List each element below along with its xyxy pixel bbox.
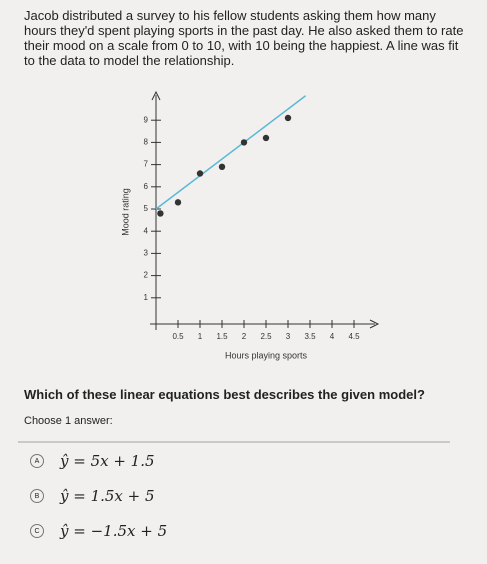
- data-point: [218, 163, 226, 171]
- y-tick-label: 7: [144, 160, 149, 169]
- option-letter: B: [30, 489, 44, 503]
- option-text: ŷ = −1.5x + 5: [60, 522, 168, 540]
- option-text: ŷ = 1.5x + 5: [60, 487, 155, 505]
- data-point: [284, 114, 292, 122]
- data-point: [174, 199, 182, 206]
- x-tick-label: 0.5: [172, 332, 184, 341]
- chart: Hours playing sports Mood rating 0.5 1 1.5…: [120, 90, 380, 360]
- y-tick-label: 2: [144, 271, 149, 280]
- y-tick-label: 5: [144, 204, 149, 213]
- x-tick-label: 1: [198, 332, 203, 341]
- data-point: [240, 139, 248, 146]
- choose-label: Choose 1 answer:: [24, 415, 113, 427]
- y-arrow: [151, 90, 161, 101]
- y-tick-label: 3: [144, 249, 149, 258]
- intro-text: Jacob distributed a survey to his fellow…: [24, 8, 464, 68]
- y-tick-label: 4: [144, 226, 149, 235]
- option-letter: C: [30, 524, 44, 538]
- x-tick-label: 4.5: [348, 332, 360, 341]
- option-text: ŷ = 5x + 1.5: [60, 452, 155, 470]
- y-axis-label: Mood rating: [120, 188, 130, 236]
- x-axis-label: Hours playing sports: [225, 350, 308, 360]
- question: Which of these linear equations best des…: [24, 387, 425, 402]
- x-arrow: [369, 319, 380, 329]
- x-tick-label: 1.5: [216, 332, 228, 341]
- fit-line: [155, 95, 307, 210]
- y-tick-label: 8: [144, 138, 149, 147]
- y-tick-label: 1: [144, 293, 149, 302]
- data-point: [157, 210, 164, 217]
- data-point: [262, 134, 270, 142]
- divider: [18, 441, 450, 443]
- data-point: [196, 170, 204, 177]
- x-tick-label: 2: [242, 332, 247, 341]
- y-tick-label: 9: [144, 115, 149, 124]
- option-letter: A: [30, 454, 44, 468]
- x-tick-label: 2.5: [260, 332, 272, 341]
- x-tick-label: 3: [286, 332, 291, 341]
- y-tick-label: 6: [144, 182, 149, 191]
- x-tick-label: 4: [330, 332, 335, 341]
- x-tick-label: 3.5: [304, 332, 316, 341]
